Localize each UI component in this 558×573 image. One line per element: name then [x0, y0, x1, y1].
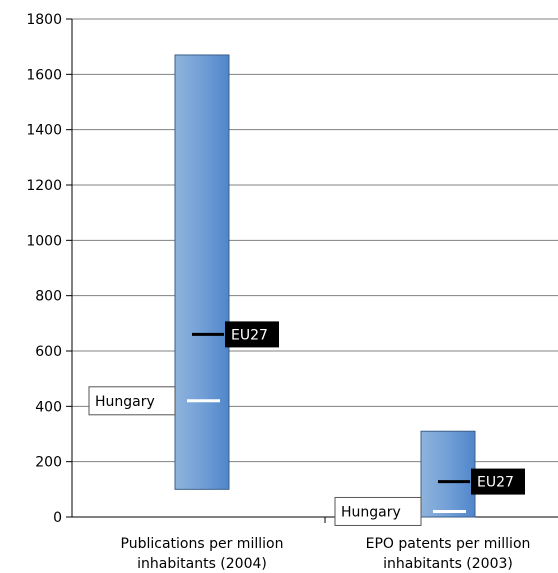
y-tick-label: 800	[35, 289, 62, 305]
range-bar	[420, 430, 476, 518]
category-label: inhabitants (2003)	[383, 556, 513, 572]
y-tick-label: 1400	[26, 123, 62, 139]
y-tick-label: 400	[35, 399, 62, 415]
hungary-label-box	[88, 386, 176, 416]
y-tick-label: 0	[53, 510, 62, 526]
y-tick-label: 200	[35, 455, 62, 471]
bars-layer	[174, 54, 476, 518]
y-tick-label: 1000	[26, 233, 62, 249]
range-bar	[174, 54, 230, 490]
eu27-label: EU27	[477, 475, 514, 491]
y-tick-label: 1600	[26, 67, 62, 83]
category-label: inhabitants (2004)	[137, 556, 267, 572]
eu27-label: EU27	[231, 327, 268, 343]
axis-layer: 0 200 400 600 800 1000 1200 1400 1600 1800	[26, 12, 558, 526]
category-label: EPO patents per million	[366, 536, 531, 552]
y-tick-label: 600	[35, 344, 62, 360]
hungary-label-box	[334, 496, 422, 526]
eu27-label-box	[225, 321, 279, 348]
eu27-label-box	[471, 468, 525, 495]
markers-layer	[187, 332, 470, 513]
category-label: Publications per million	[121, 536, 284, 552]
y-tick-label: 1200	[26, 178, 62, 194]
hungary-label: Hungary	[95, 394, 155, 410]
labels-layer: Publications per million inhabitants (200…	[88, 321, 531, 572]
y-tick-label: 1800	[26, 12, 62, 28]
hungary-label: Hungary	[341, 504, 401, 520]
